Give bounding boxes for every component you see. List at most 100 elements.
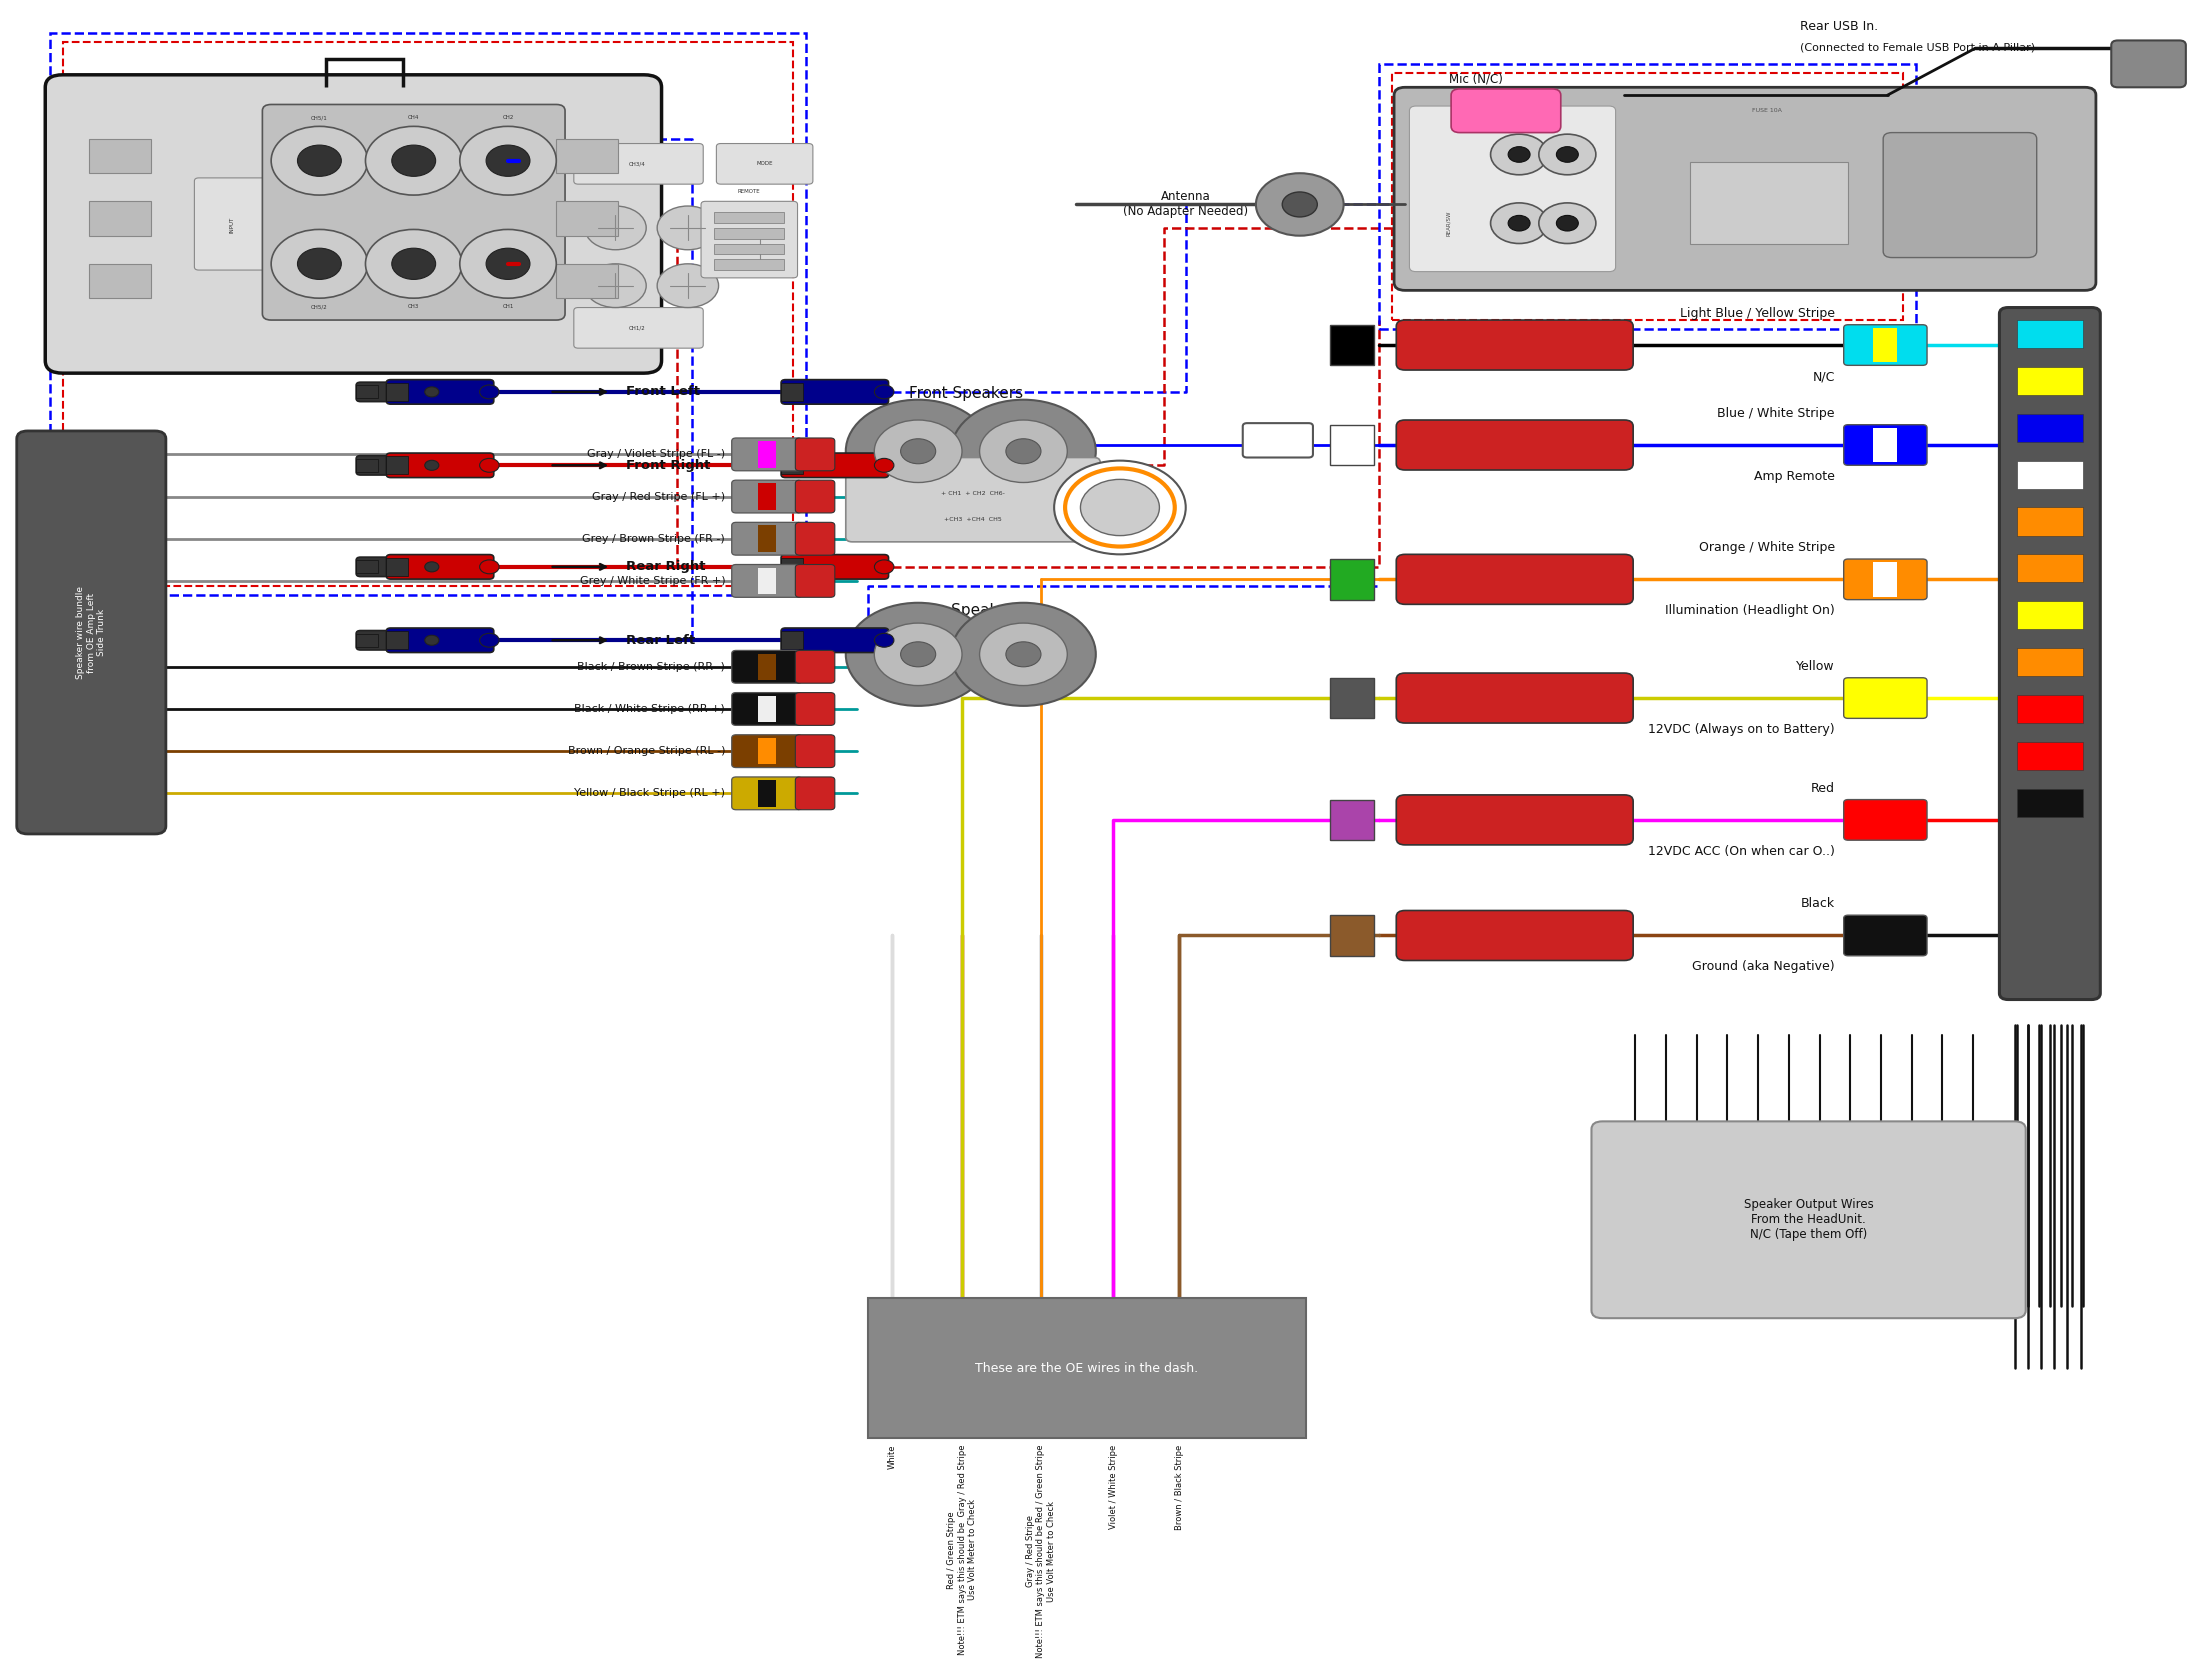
FancyBboxPatch shape <box>1397 554 1634 605</box>
Bar <box>356 459 378 472</box>
FancyBboxPatch shape <box>386 454 494 477</box>
FancyBboxPatch shape <box>195 178 268 270</box>
Bar <box>782 457 804 474</box>
Text: Gray / Red Stripe (FL +): Gray / Red Stripe (FL +) <box>593 492 725 502</box>
Circle shape <box>1557 146 1579 163</box>
Bar <box>782 632 804 650</box>
Bar <box>758 780 775 806</box>
Bar <box>2016 507 2082 536</box>
Circle shape <box>979 420 1067 482</box>
Text: White: White <box>887 1445 896 1470</box>
Bar <box>2016 601 2082 630</box>
Circle shape <box>424 386 439 396</box>
Circle shape <box>365 126 461 195</box>
Bar <box>90 139 152 173</box>
Text: REAR/SW: REAR/SW <box>1447 210 1452 235</box>
Circle shape <box>874 633 894 647</box>
FancyBboxPatch shape <box>795 438 834 470</box>
FancyBboxPatch shape <box>782 554 889 580</box>
Circle shape <box>1054 460 1186 554</box>
FancyBboxPatch shape <box>795 564 834 598</box>
Text: Ground (aka Negative): Ground (aka Negative) <box>1693 961 1836 973</box>
FancyBboxPatch shape <box>1452 89 1561 133</box>
Bar <box>782 383 804 402</box>
Circle shape <box>874 459 894 472</box>
Bar <box>714 212 784 223</box>
Bar <box>556 139 617 173</box>
Text: These are the OE wires in the dash.: These are the OE wires in the dash. <box>975 1362 1199 1374</box>
Text: Yellow: Yellow <box>1796 660 1836 674</box>
FancyBboxPatch shape <box>782 628 889 652</box>
FancyBboxPatch shape <box>356 381 437 402</box>
FancyBboxPatch shape <box>731 522 802 554</box>
Text: FRONT: FRONT <box>1482 108 1504 113</box>
Text: Red / Green Stripe
Note!!! ETM says this should be  Gray / Red Stripe
Use Volt M: Red / Green Stripe Note!!! ETM says this… <box>946 1445 977 1655</box>
Text: CH5/1: CH5/1 <box>312 116 327 119</box>
Text: Black / White Stripe (RR +): Black / White Stripe (RR +) <box>575 704 725 714</box>
Text: Orange / White Stripe: Orange / White Stripe <box>1700 541 1836 554</box>
Bar <box>2016 413 2082 442</box>
FancyBboxPatch shape <box>701 202 797 277</box>
FancyBboxPatch shape <box>18 432 167 833</box>
FancyBboxPatch shape <box>356 558 437 576</box>
FancyBboxPatch shape <box>1397 420 1634 470</box>
FancyBboxPatch shape <box>261 104 564 321</box>
Bar <box>1873 563 1897 596</box>
Bar <box>1331 916 1375 956</box>
Text: Speaker wire bundle
from OE Amp Left
Side Trunk: Speaker wire bundle from OE Amp Left Sid… <box>77 586 105 679</box>
Bar <box>2016 366 2082 395</box>
Bar <box>556 264 617 297</box>
FancyBboxPatch shape <box>795 734 834 768</box>
FancyBboxPatch shape <box>795 692 834 726</box>
Circle shape <box>1256 173 1344 235</box>
Circle shape <box>874 623 962 685</box>
Bar <box>758 568 775 595</box>
FancyBboxPatch shape <box>731 438 802 470</box>
Circle shape <box>1539 203 1596 244</box>
Circle shape <box>485 249 529 279</box>
Text: Yellow / Black Stripe (RL +): Yellow / Black Stripe (RL +) <box>573 788 725 798</box>
Bar <box>51 32 806 595</box>
Bar <box>556 202 617 235</box>
Bar <box>64 42 793 586</box>
Text: Rear Left: Rear Left <box>626 633 696 647</box>
Circle shape <box>270 126 367 195</box>
FancyBboxPatch shape <box>1845 916 1928 956</box>
Bar <box>2016 788 2082 816</box>
Bar <box>714 228 784 239</box>
Bar <box>1873 428 1897 462</box>
Bar <box>1873 803 1897 837</box>
FancyBboxPatch shape <box>782 380 889 405</box>
Text: Violet / White Stripe: Violet / White Stripe <box>1109 1445 1118 1529</box>
Text: Gray / Violet Stripe (FL -): Gray / Violet Stripe (FL -) <box>586 449 725 459</box>
FancyBboxPatch shape <box>782 454 889 477</box>
Circle shape <box>874 420 962 482</box>
FancyBboxPatch shape <box>1397 795 1634 845</box>
Text: Black / Brown Stripe (RR -): Black / Brown Stripe (RR -) <box>578 662 725 672</box>
Circle shape <box>900 438 935 464</box>
Circle shape <box>424 635 439 645</box>
Bar <box>386 558 408 576</box>
Bar <box>1873 680 1897 716</box>
Text: Grey / Brown Stripe (FR -): Grey / Brown Stripe (FR -) <box>582 534 725 544</box>
Bar <box>1331 324 1375 365</box>
Bar <box>758 696 775 722</box>
Text: CH1: CH1 <box>503 304 514 309</box>
Text: Grey / White Stripe (FR +): Grey / White Stripe (FR +) <box>580 576 725 586</box>
Text: FUSE 10A: FUSE 10A <box>1752 108 1781 113</box>
Bar <box>758 654 775 680</box>
FancyBboxPatch shape <box>1394 87 2095 291</box>
Circle shape <box>979 623 1067 685</box>
Text: Antenna
(No Adapter Needed): Antenna (No Adapter Needed) <box>1122 190 1247 218</box>
Bar <box>1331 677 1375 719</box>
Text: Front Left: Front Left <box>626 385 701 398</box>
FancyBboxPatch shape <box>716 143 813 185</box>
Circle shape <box>424 460 439 470</box>
Circle shape <box>391 144 435 176</box>
Text: Rear Right: Rear Right <box>626 561 705 573</box>
Circle shape <box>845 603 990 706</box>
Text: CH3/4: CH3/4 <box>628 161 646 166</box>
Circle shape <box>270 230 367 297</box>
Circle shape <box>1006 438 1041 464</box>
Text: Mic (N/C): Mic (N/C) <box>1449 72 1502 86</box>
